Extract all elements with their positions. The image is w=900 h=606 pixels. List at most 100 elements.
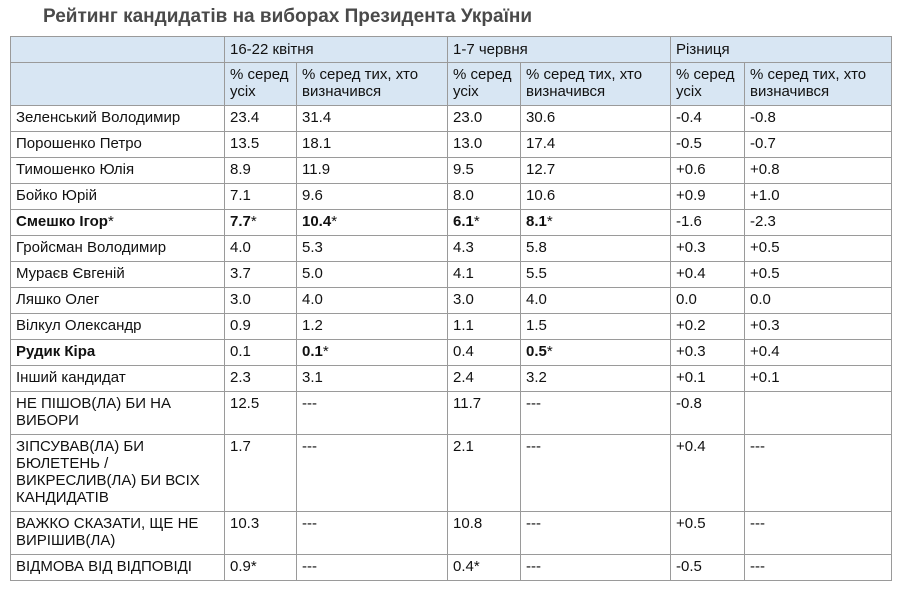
value-text: 8.9 [230, 161, 251, 178]
value-text: +0.4 [676, 265, 706, 282]
value-cell-d-dec: +0.4 [744, 339, 893, 366]
value-text: 0.1 [302, 343, 323, 360]
value-cell-d-all: +0.2 [670, 313, 746, 340]
value-cell-d-all: -0.8 [670, 391, 746, 435]
value-text: 4.0 [526, 291, 547, 308]
value-cell-p2-dec: 3.2 [520, 365, 672, 392]
table-row: Зеленський Володимир 23.4 31.4 23.0 30.6 -0.4… [10, 105, 893, 132]
value-cell-p2-all: 1.1 [447, 313, 522, 340]
value-cell-d-dec: +0.1 [744, 365, 893, 392]
value-cell-p1-dec: 11.9 [295, 157, 449, 184]
value-cell-d-all: -0.4 [670, 105, 746, 132]
value-cell-d-dec: +0.5 [744, 235, 893, 262]
value-text: +0.2 [676, 317, 706, 334]
footnote-asterisk: * [546, 343, 553, 360]
value-cell-p2-all: 6.1* [447, 209, 522, 236]
value-cell-p1-all: 10.3 [224, 511, 297, 555]
value-cell-p1-dec: 10.4* [295, 209, 449, 236]
value-cell-p2-dec: --- [520, 511, 672, 555]
value-cell-p1-dec: --- [295, 554, 449, 581]
value-text: -0.8 [750, 109, 776, 126]
value-cell-d-dec: -0.7 [744, 131, 893, 158]
footnote-asterisk: * [331, 213, 338, 230]
value-cell-d-dec: +0.5 [744, 261, 893, 288]
value-cell-p1-all: 4.0 [224, 235, 297, 262]
value-cell-p2-all: 3.0 [447, 287, 522, 314]
value-text: 4.0 [302, 291, 323, 308]
value-cell-d-dec: +0.8 [744, 157, 893, 184]
value-cell-p1-dec: 4.0 [295, 287, 449, 314]
value-text: -0.8 [676, 395, 702, 412]
value-cell-d-all: +0.3 [670, 339, 746, 366]
value-cell-p2-all: 2.4 [447, 365, 522, 392]
value-cell-p1-dec: --- [295, 434, 449, 512]
value-cell-p2-dec: --- [520, 434, 672, 512]
candidate-name: НЕ ПІШОВ(ЛА) БИ НА ВИБОРИ [16, 395, 172, 429]
value-cell-p1-dec: 18.1 [295, 131, 449, 158]
value-cell-d-dec: --- [744, 511, 893, 555]
value-text: 4.1 [453, 265, 474, 282]
value-cell-p1-dec: 5.0 [295, 261, 449, 288]
header-p2-all: % серед усіх [447, 62, 522, 106]
header-period-2: 1-7 червня [447, 36, 672, 63]
header-row-subcolumns: % серед усіх % серед тих, хто визначився… [10, 62, 893, 106]
table-row: Гройсман Володимир 4.0 5.3 4.3 5.8 +0.3 +0.5 [10, 235, 893, 262]
value-cell-p1-all: 1.7 [224, 434, 297, 512]
value-cell-p2-dec: 1.5 [520, 313, 672, 340]
candidate-name-cell: Зеленський Володимир [10, 105, 225, 132]
value-cell-p1-all: 13.5 [224, 131, 297, 158]
value-cell-d-dec: --- [744, 434, 893, 512]
value-text: --- [526, 438, 542, 455]
value-cell-p1-all: 0.1 [224, 339, 297, 366]
value-cell-d-all: +0.1 [670, 365, 746, 392]
value-text: 0.4 [453, 558, 474, 575]
value-text: --- [302, 438, 317, 455]
value-text: +0.4 [676, 438, 706, 455]
candidate-name: Порошенко Петро [16, 135, 142, 152]
value-text: 11.9 [302, 161, 331, 178]
candidate-name-cell: Ляшко Олег [10, 287, 225, 314]
value-cell-p1-all: 2.3 [224, 365, 297, 392]
value-cell-p1-all: 8.9 [224, 157, 297, 184]
candidate-name: Гройсман Володимир [16, 239, 167, 256]
value-cell-p1-dec: 9.6 [295, 183, 449, 210]
value-cell-d-dec: -0.8 [744, 105, 893, 132]
value-text: 3.1 [302, 369, 323, 386]
header-row-periods: 16-22 квітня 1-7 червня Різниця [10, 36, 893, 63]
value-cell-p2-all: 2.1 [447, 434, 522, 512]
value-cell-d-dec: -2.3 [744, 209, 893, 236]
value-cell-p1-dec: 5.3 [295, 235, 449, 262]
candidate-name: Вілкул Олександр [16, 317, 142, 334]
header-difference: Різниця [670, 36, 893, 63]
candidate-name-cell: Смешко Ігор* [10, 209, 225, 236]
value-text: 10.3 [230, 515, 260, 532]
table-row: НЕ ПІШОВ(ЛА) БИ НА ВИБОРИ 12.5 --- 11.7 --- -… [10, 391, 893, 435]
value-text: 0.1 [230, 343, 251, 360]
value-text: +0.6 [676, 161, 706, 178]
value-text: 9.5 [453, 161, 474, 178]
candidate-name-cell: Гройсман Володимир [10, 235, 225, 262]
header-p2-decided: % серед тих, хто визначився [520, 62, 672, 106]
value-text: +0.3 [676, 239, 706, 256]
table-row: Тимошенко Юлія 8.9 11.9 9.5 12.7 +0.6 +0.8 [10, 157, 893, 184]
value-text: --- [526, 558, 542, 575]
candidate-name: Бойко Юрій [16, 187, 98, 204]
value-text: 1.2 [302, 317, 323, 334]
value-text: 4.3 [453, 239, 474, 256]
header-p1-decided: % серед тих, хто визначився [295, 62, 449, 106]
value-text: +0.5 [676, 515, 706, 532]
table-row: Бойко Юрій 7.1 9.6 8.0 10.6 +0.9 +1.0 [10, 183, 893, 210]
value-cell-p1-all: 12.5 [224, 391, 297, 435]
value-text: 5.5 [526, 265, 547, 282]
value-text: 5.3 [302, 239, 323, 256]
candidate-name: Смешко Ігор [16, 213, 108, 230]
value-cell-d-all: +0.4 [670, 261, 746, 288]
value-text: 3.0 [230, 291, 251, 308]
value-text: 7.1 [230, 187, 251, 204]
value-text: 0.0 [676, 291, 697, 308]
value-text: --- [750, 558, 766, 575]
value-text: 2.3 [230, 369, 251, 386]
value-cell-p2-dec: 17.4 [520, 131, 672, 158]
value-cell-p2-dec: 4.0 [520, 287, 672, 314]
value-cell-d-all: 0.0 [670, 287, 746, 314]
